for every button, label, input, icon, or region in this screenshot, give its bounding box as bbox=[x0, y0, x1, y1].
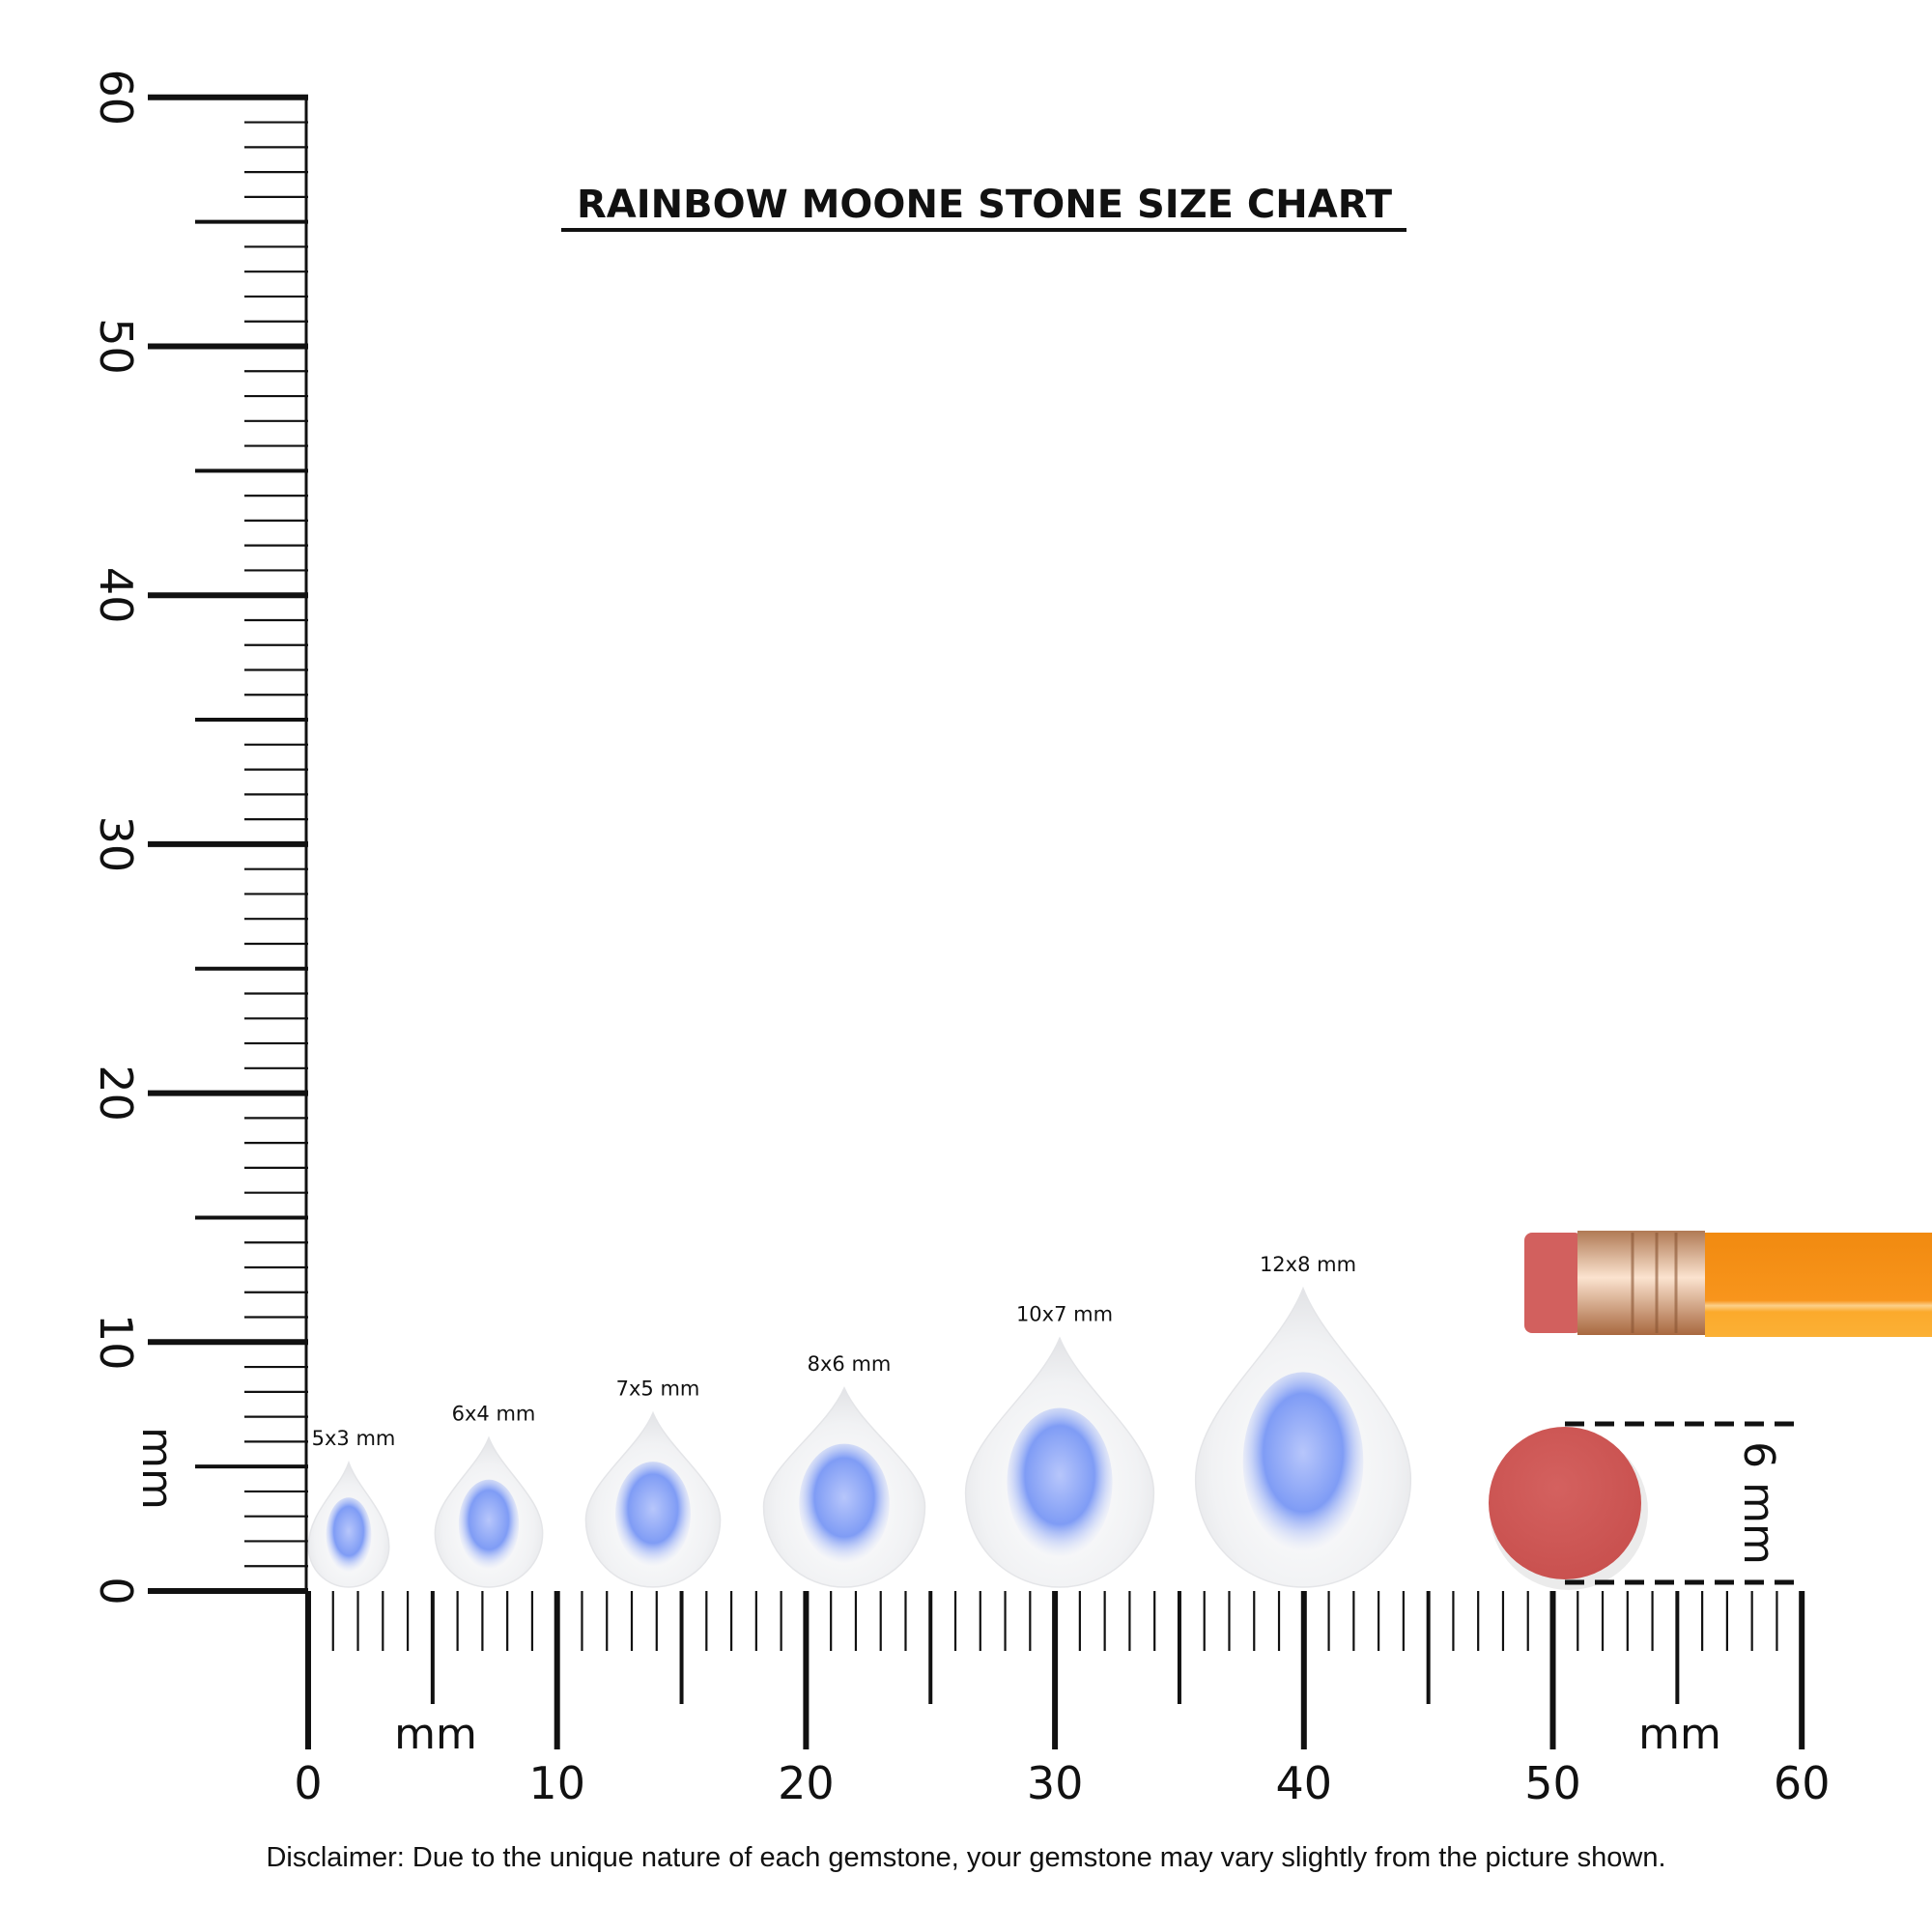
pencil-ferrule bbox=[1577, 1231, 1705, 1335]
pencil-eraser bbox=[1524, 1233, 1582, 1333]
eraser-circle bbox=[1489, 1427, 1641, 1579]
stone-blue-flash bbox=[615, 1462, 691, 1567]
vertical-unit-label: mm bbox=[132, 1427, 182, 1510]
reference-size-label: 6 mm bbox=[1734, 1441, 1783, 1565]
stone-6x4mm: 6x4 mm bbox=[434, 1402, 544, 1588]
chart-title: RAINBOW MOONE STONE SIZE CHART bbox=[577, 183, 1393, 227]
horizontal-tick-label: 50 bbox=[1524, 1757, 1581, 1809]
horizontal-unit-label-left: mm bbox=[394, 1710, 477, 1759]
vertical-tick-label: 40 bbox=[90, 567, 142, 624]
stone-12x8mm: 12x8 mm bbox=[1194, 1253, 1412, 1588]
vertical-tick-label: 0 bbox=[90, 1577, 142, 1605]
pencil-body bbox=[1705, 1233, 1932, 1337]
horizontal-unit-label-right: mm bbox=[1638, 1710, 1721, 1759]
vertical-tick-label: 50 bbox=[90, 318, 142, 375]
horizontal-tick-label: 40 bbox=[1276, 1757, 1333, 1809]
horizontal-tick-label: 10 bbox=[528, 1757, 585, 1809]
stone-blue-flash bbox=[326, 1497, 372, 1573]
horizontal-tick-label: 30 bbox=[1027, 1757, 1084, 1809]
horizontal-ruler: 0 10 20 30 40 50 60 bbox=[148, 1588, 1831, 1809]
disclaimer-text: Disclaimer: Due to the unique nature of … bbox=[266, 1842, 1665, 1873]
stone-blue-flash bbox=[1242, 1372, 1364, 1551]
stone-blue-flash bbox=[1007, 1407, 1113, 1558]
stone-size-label: 7x5 mm bbox=[616, 1378, 700, 1401]
stones-group: 5x3 mm 6x4 mm 7x5 mm 8x6 mm 10x7 mm 12x8 mm bbox=[307, 1253, 1412, 1588]
vertical-tick-label: 60 bbox=[90, 70, 142, 127]
stone-8x6mm: 8x6 mm bbox=[762, 1352, 926, 1588]
horizontal-tick-label: 20 bbox=[778, 1757, 835, 1809]
stone-size-label: 8x6 mm bbox=[808, 1352, 892, 1376]
pencil-image bbox=[1524, 1231, 1932, 1337]
stone-size-label: 6x4 mm bbox=[452, 1402, 536, 1425]
stone-size-label: 10x7 mm bbox=[1016, 1302, 1113, 1325]
vertical-tick-label: 10 bbox=[90, 1314, 142, 1371]
horizontal-tick-label: 0 bbox=[294, 1757, 322, 1809]
stone-10x7mm: 10x7 mm bbox=[964, 1302, 1155, 1588]
vertical-tick-label: 20 bbox=[90, 1065, 142, 1122]
stone-5x3mm: 5x3 mm bbox=[307, 1427, 396, 1588]
stone-blue-flash bbox=[799, 1443, 890, 1564]
vertical-ruler: 0 10 20 30 40 50 60 bbox=[90, 70, 308, 1605]
stone-size-label: 5x3 mm bbox=[312, 1427, 396, 1450]
stone-size-label: 12x8 mm bbox=[1260, 1253, 1356, 1276]
stone-blue-flash bbox=[458, 1479, 520, 1570]
horizontal-tick-label: 60 bbox=[1774, 1757, 1831, 1809]
stone-7x5mm: 7x5 mm bbox=[584, 1378, 722, 1588]
vertical-tick-label: 30 bbox=[90, 816, 142, 873]
